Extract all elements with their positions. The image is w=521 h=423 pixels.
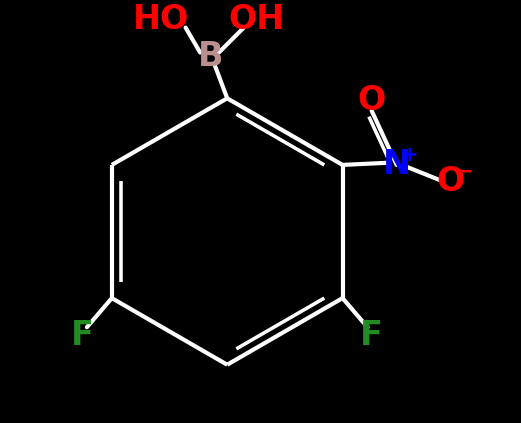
- Text: +: +: [401, 145, 419, 165]
- Text: F: F: [360, 319, 383, 352]
- Text: OH: OH: [228, 3, 284, 36]
- Text: O: O: [357, 84, 386, 117]
- Text: −: −: [455, 161, 473, 181]
- Text: O: O: [437, 165, 465, 198]
- Text: B: B: [198, 40, 224, 73]
- Text: N: N: [382, 148, 411, 181]
- Text: HO: HO: [132, 3, 189, 36]
- Text: F: F: [71, 319, 94, 352]
